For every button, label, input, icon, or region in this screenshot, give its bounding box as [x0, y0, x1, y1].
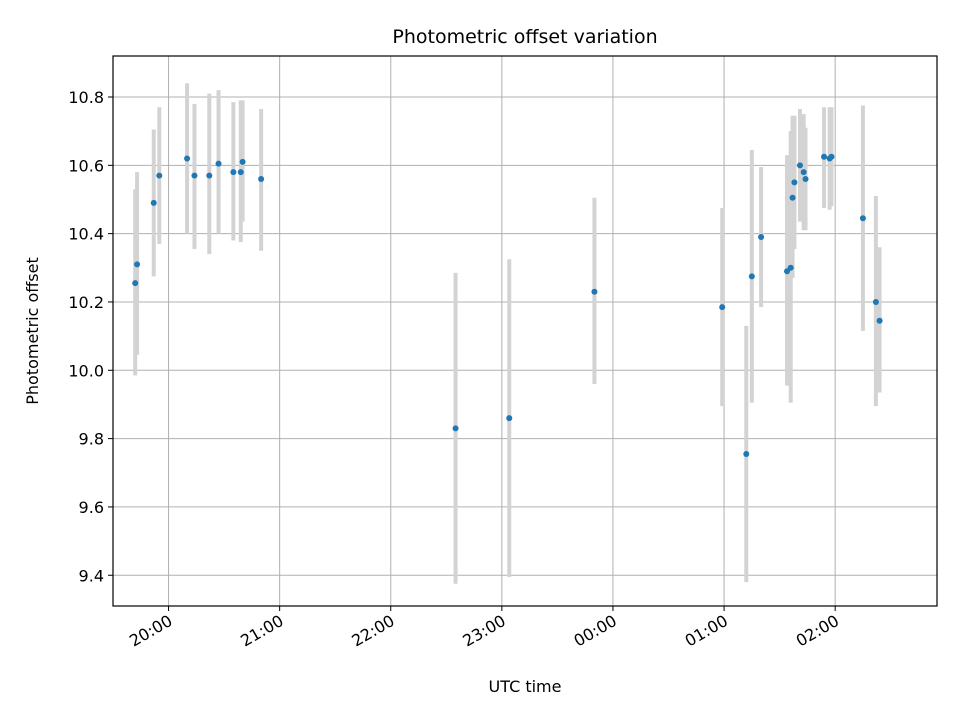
y-tick-label: 9.6	[79, 498, 104, 517]
data-point	[743, 450, 750, 457]
data-point	[206, 172, 213, 179]
data-point	[591, 288, 598, 295]
data-point	[859, 215, 866, 222]
data-point	[191, 172, 198, 179]
data-point	[787, 264, 794, 271]
data-point	[821, 153, 828, 160]
x-axis-label: UTC time	[489, 677, 562, 696]
data-point	[789, 194, 796, 201]
data-point	[156, 172, 163, 179]
data-point	[802, 175, 809, 182]
data-point	[230, 169, 237, 176]
data-point	[239, 158, 246, 165]
data-point	[758, 234, 765, 241]
y-tick-label: 9.8	[79, 430, 104, 449]
y-tick-label: 10.2	[68, 293, 104, 312]
data-point	[452, 425, 459, 432]
y-axis-ticks: 9.4 9.6 9.8 10.0 10.2 10.4 10.6 10.8	[68, 88, 113, 585]
y-tick-label: 10.6	[68, 156, 104, 175]
data-point	[150, 199, 157, 206]
data-point	[719, 304, 726, 311]
y-tick-label: 10.8	[68, 88, 104, 107]
data-point	[872, 298, 879, 305]
data-point	[258, 175, 265, 182]
data-point	[748, 273, 755, 280]
y-tick-label: 9.4	[79, 566, 104, 585]
data-point	[800, 169, 807, 176]
data-point	[791, 179, 798, 186]
y-tick-label: 10.0	[68, 361, 104, 380]
y-tick-label: 10.4	[68, 225, 104, 244]
data-point	[796, 162, 803, 169]
data-point	[215, 160, 222, 167]
data-points	[132, 153, 883, 457]
y-axis-label: Photometric offset	[23, 257, 42, 405]
data-point	[876, 317, 883, 324]
data-point	[132, 280, 139, 287]
data-point	[134, 261, 141, 268]
data-point	[506, 415, 513, 422]
data-point	[237, 169, 244, 176]
data-point	[184, 155, 191, 162]
data-point	[828, 153, 835, 160]
chart-title: Photometric offset variation	[392, 26, 657, 48]
plot-frame	[112, 55, 938, 607]
